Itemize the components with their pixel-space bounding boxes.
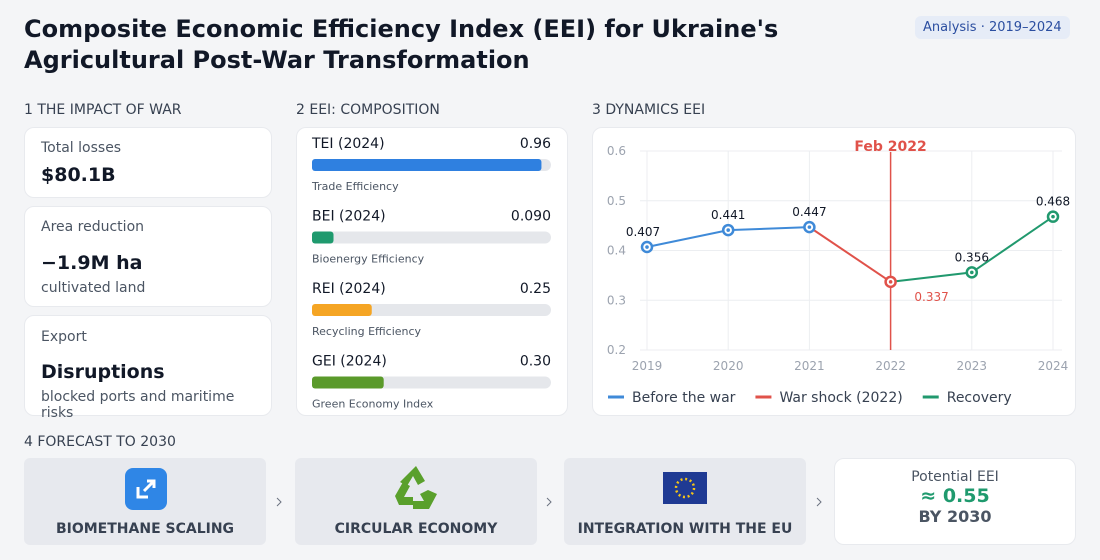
bar-label: GEI (2024) (312, 354, 387, 370)
title: Composite Economic Efficiency Index (EEI… (24, 15, 779, 74)
bar (312, 159, 542, 171)
section-title: 4 FORECAST TO 2030 (24, 434, 176, 450)
impact-card: Export Disruptions blocked ports and mar… (24, 315, 272, 421)
value-label: 0.96 (520, 136, 551, 152)
forecast-step: INTEGRATION WITH THE EU (564, 458, 806, 545)
bar-description: Bioenergy Efficiency (312, 253, 425, 266)
bar (312, 231, 334, 244)
section-title: 1 THE IMPACT OF WAR (24, 102, 182, 118)
y-tick-label: 0.4 (607, 244, 626, 258)
impact-note: cultivated land (41, 280, 146, 296)
y-tick-label: 0.2 (607, 343, 626, 357)
data-label: 0.447 (792, 205, 826, 219)
bar-description: Recycling Efficiency (312, 325, 422, 338)
impact-value: $80.1B (41, 164, 116, 186)
forecast-step: BIOMETHANE SCALING (24, 458, 266, 545)
y-tick-label: 0.6 (607, 144, 626, 158)
result-note: BY 2030 (918, 507, 992, 526)
impact-note: blocked ports and maritime risks (41, 389, 235, 421)
impact-label: Export (41, 329, 87, 345)
impact-card: Total losses $80.1B (24, 127, 272, 198)
step-label: BIOMETHANE SCALING (55, 521, 235, 537)
x-tick-label: 2021 (794, 359, 825, 373)
value-label: 0.30 (520, 354, 551, 370)
legend-label: War shock (2022) (779, 390, 902, 406)
value-label: 0.090 (511, 209, 551, 225)
bar (312, 376, 384, 389)
section-title: 2 EEI: COMPOSITION (296, 102, 440, 118)
badge: Analysis · 2019–2024 (915, 16, 1070, 39)
point-dot (970, 270, 974, 275)
y-tick-label: 0.5 (607, 194, 626, 208)
impact-value: Disruptions (41, 361, 165, 383)
data-label: 0.468 (1036, 195, 1070, 209)
arrow (546, 497, 552, 507)
bar-description: Trade Efficiency (311, 180, 399, 193)
data-label: 0.407 (626, 225, 660, 239)
x-tick-label: 2024 (1038, 359, 1069, 373)
bar (312, 304, 372, 316)
icon (663, 472, 707, 504)
arrow (816, 497, 822, 507)
step-label: INTEGRATION WITH THE EU (577, 521, 793, 537)
line (808, 226, 892, 283)
step-label: CIRCULAR ECONOMY (334, 521, 498, 537)
impact-label: Total losses (41, 140, 122, 156)
point-dot (888, 280, 893, 284)
x-tick-label: 2022 (875, 359, 906, 373)
data-label: 0.356 (955, 250, 989, 264)
chart-card (592, 127, 1076, 416)
forecast-step: CIRCULAR ECONOMY (295, 458, 537, 545)
data-label: 0.441 (711, 208, 745, 222)
bar-label: TEI (2024) (311, 136, 385, 152)
bar-description: Green Economy Index (312, 398, 434, 411)
legend-label: Before the war (632, 390, 736, 406)
legend-label: Recovery (947, 390, 1012, 406)
icon (125, 468, 167, 510)
y-tick-label: 0.3 (607, 293, 626, 307)
result-label: Potential EEI (911, 469, 999, 485)
point-dot (645, 245, 649, 249)
data-label: 0.337 (914, 290, 948, 304)
point-dot (726, 228, 730, 232)
point-dot (807, 225, 812, 229)
annotation: Feb 2022 (854, 139, 926, 155)
x-tick-label: 2023 (957, 359, 988, 373)
value-label: 0.25 (520, 281, 551, 297)
point-dot (1051, 214, 1055, 219)
x-tick-label: 2019 (632, 359, 663, 373)
impact-label: Area reduction (41, 219, 145, 235)
section-title: 3 DYNAMICS EEI (592, 102, 706, 118)
bar-label: BEI (2024) (312, 209, 386, 225)
composition-card (296, 127, 568, 416)
bar-label: REI (2024) (312, 281, 386, 297)
x-tick-label: 2020 (713, 359, 744, 373)
impact-card: Area reduction −1.9M ha cultivated land (24, 206, 272, 307)
impact-value: −1.9M ha (41, 252, 143, 274)
result-value: ≈ 0.55 (920, 485, 990, 507)
icon (395, 466, 437, 509)
bar-track (312, 231, 551, 244)
result-card: Potential EEI ≈ 0.55 BY 2030 (834, 458, 1076, 545)
arrow (276, 497, 282, 507)
